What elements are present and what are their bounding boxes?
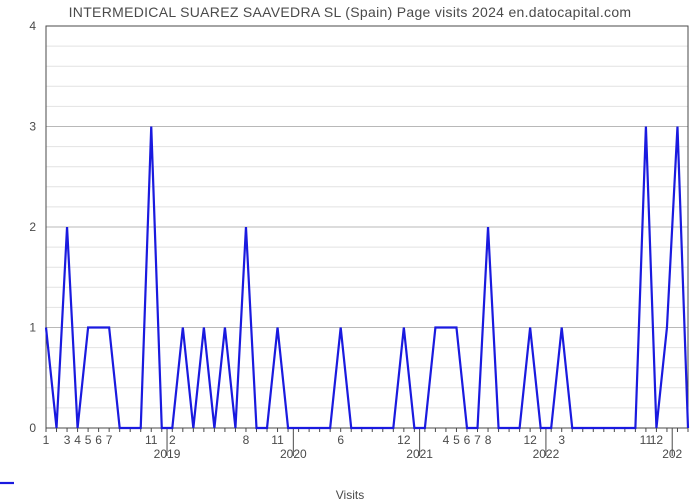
legend-marker (0, 478, 14, 488)
y-tick-label: 3 (29, 120, 36, 134)
x-tick-label: 1 (43, 433, 50, 447)
x-tick-label: 11 (145, 433, 158, 447)
x-tick-label: 5 (85, 433, 92, 447)
legend-label: Visits (336, 488, 364, 500)
x-tick-label: 5 (453, 433, 460, 447)
legend: Visits (0, 478, 700, 500)
year-label: 2019 (154, 447, 181, 461)
x-tick-label: 11 (271, 433, 284, 447)
x-tick-label: 12 (397, 433, 411, 447)
chart-svg: 0123413456711281161245678123111220192020… (0, 0, 700, 500)
x-tick-label: 8 (485, 433, 492, 447)
y-tick-label: 0 (29, 421, 36, 435)
x-tick-label: 3 (558, 433, 565, 447)
x-tick-label: 4 (74, 433, 81, 447)
y-tick-label: 1 (29, 321, 36, 335)
x-tick-label: 12 (523, 433, 537, 447)
x-tick-label: 2 (169, 433, 176, 447)
chart-title: INTERMEDICAL SUAREZ SAAVEDRA SL (Spain) … (0, 4, 700, 20)
year-label: 2021 (406, 447, 433, 461)
x-tick-label: 8 (243, 433, 250, 447)
year-label: 2022 (533, 447, 560, 461)
x-tick-label: 6 (95, 433, 102, 447)
y-tick-label: 2 (29, 220, 36, 234)
x-tick-label: 4 (443, 433, 450, 447)
line-chart: INTERMEDICAL SUAREZ SAAVEDRA SL (Spain) … (0, 0, 700, 500)
x-tick-label: 12 (650, 433, 664, 447)
year-label: 2020 (280, 447, 307, 461)
x-tick-label: 6 (464, 433, 471, 447)
x-tick-label: 7 (106, 433, 113, 447)
x-tick-label: 6 (337, 433, 344, 447)
visits-line (46, 127, 688, 429)
x-tick-label: 3 (64, 433, 71, 447)
year-label: 202 (662, 447, 682, 461)
x-tick-label: 7 (474, 433, 481, 447)
y-tick-label: 4 (29, 19, 36, 33)
